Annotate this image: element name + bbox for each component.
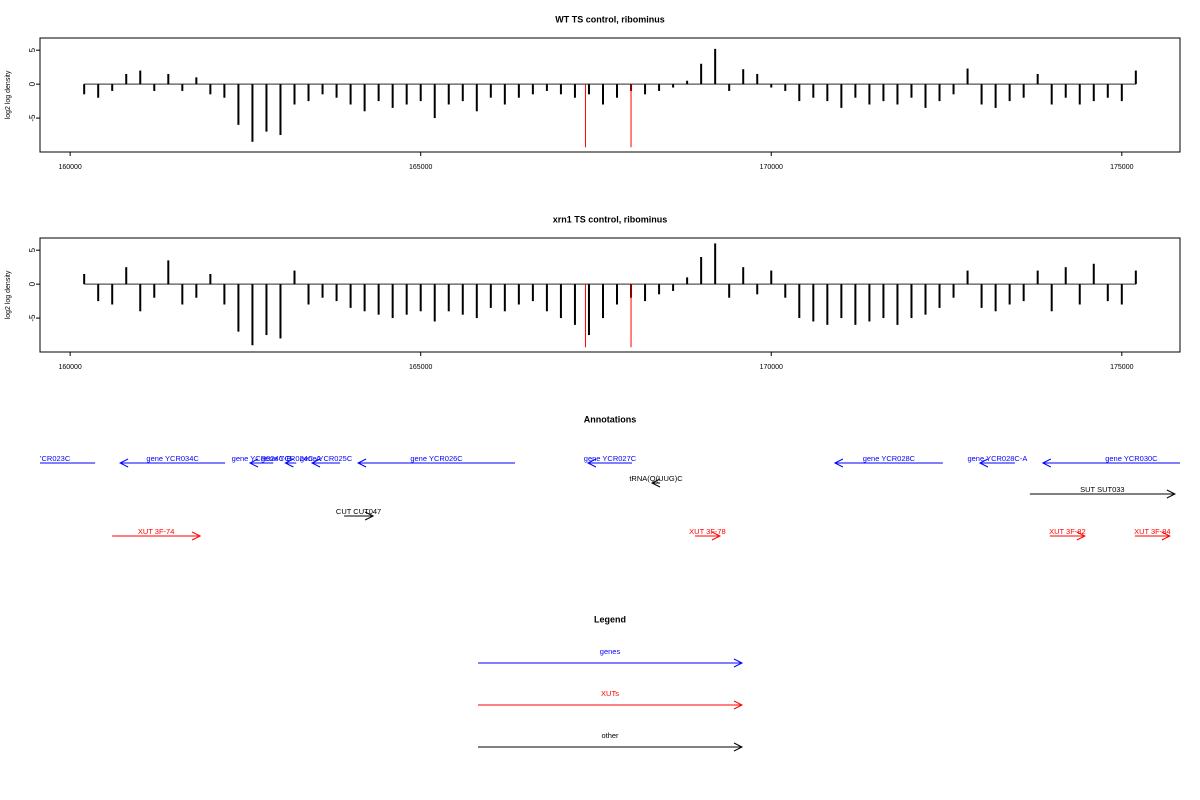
y-axis-label: log2 log density: [5, 270, 12, 319]
legend-arrow: [478, 658, 744, 668]
feature-arrow: [1029, 489, 1176, 499]
legend-label: genes: [600, 647, 621, 656]
feature-label: gene YCR023C: [18, 454, 71, 463]
feature-label: CUT CUT047: [336, 507, 381, 516]
feature-arrow: [833, 458, 943, 468]
feature-label: XUT 3F-78: [689, 527, 726, 536]
chart-title: WT TS control, ribominus: [555, 14, 665, 24]
feature-label: gene YCR028C: [863, 454, 916, 463]
plot-frame: [39, 37, 1181, 153]
feature-label: SUT SUT033: [1080, 485, 1124, 494]
feature-label: XUT 3F-84: [1134, 527, 1171, 536]
plot-frame: [39, 237, 1181, 353]
feature-arrow: [1041, 458, 1180, 468]
chart-title: xrn1 TS control, ribominus: [553, 214, 668, 224]
legend-label: XUTs: [601, 689, 619, 698]
x-tick-label: 165000: [409, 364, 432, 371]
feature-arrow: [1049, 531, 1086, 541]
x-tick-label: 175000: [1110, 164, 1133, 171]
x-tick-label: 170000: [760, 364, 783, 371]
feature-arrow: [112, 531, 202, 541]
y-tick-label: 0: [28, 281, 37, 286]
chart-title: Annotations: [584, 414, 637, 424]
feature-label: gene YCR034C: [146, 454, 199, 463]
x-tick-label: 160000: [58, 164, 81, 171]
annotation-track: gene YCR023C gene YCR034C gene YCR024C-Bge…: [18, 454, 1180, 541]
feature-arrow: [978, 458, 1015, 468]
feature-label: gene YCR027C: [584, 454, 637, 463]
legend-label: other: [601, 731, 619, 740]
x-tick-label: 175000: [1110, 364, 1133, 371]
y-tick-label: 0: [28, 81, 37, 86]
y-axis-label: log2 log density: [5, 70, 12, 119]
feature-arrow: [586, 458, 633, 468]
y-tick-label: -5: [28, 114, 37, 122]
y-tick-label: -5: [28, 314, 37, 322]
feature-label: gene YCR025C: [300, 454, 353, 463]
feature-arrow: [284, 458, 297, 468]
legend-title: Legend: [594, 614, 626, 624]
feature-label: gene YCR024C-B: [232, 454, 292, 463]
feature-label: XUT 3F-82: [1049, 527, 1086, 536]
feature-arrow: [310, 458, 341, 468]
feature-label: tRNA(Q(UUG)C: [629, 474, 683, 483]
feature-label: gene YCR030C: [1105, 454, 1158, 463]
x-tick-label: 165000: [409, 164, 432, 171]
feature-arrow: [1134, 531, 1171, 541]
y-tick-label: 5: [28, 247, 37, 252]
x-tick-label: 170000: [760, 164, 783, 171]
feature-arrow: [40, 462, 96, 464]
legend-arrow: [478, 700, 744, 710]
feature-arrow: [344, 511, 375, 521]
feature-arrow: [119, 458, 226, 468]
feature-label: gene YCR024C-A: [261, 454, 321, 463]
legend-arrow: [478, 742, 744, 752]
feature-arrow: [356, 458, 515, 468]
feature-arrow: [248, 458, 274, 468]
x-tick-label: 160000: [58, 364, 81, 371]
y-tick-label: 5: [28, 47, 37, 52]
feature-label: gene YCR026C: [410, 454, 463, 463]
feature-arrow: [694, 531, 722, 541]
feature-arrow: [650, 478, 661, 488]
feature-label: XUT 3F-74: [138, 527, 175, 536]
feature-label: gene YCR028C-A: [967, 454, 1027, 463]
